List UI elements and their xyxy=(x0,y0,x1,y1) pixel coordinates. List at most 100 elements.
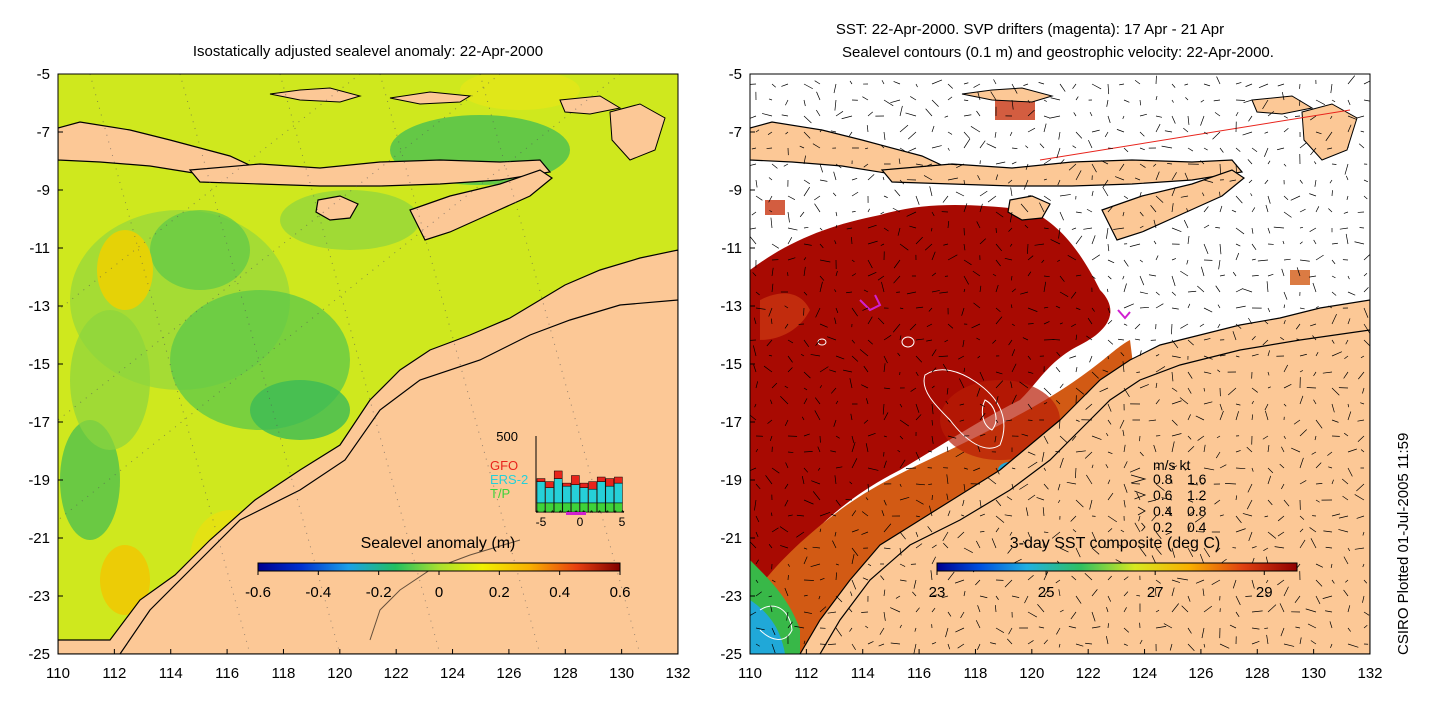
velocity-arrow xyxy=(1107,307,1111,313)
velocity-arrow xyxy=(1023,83,1029,86)
velocity-arrow xyxy=(819,606,827,613)
velocity-arrow xyxy=(1203,224,1210,229)
velocity-arrow xyxy=(819,528,822,533)
velocity-arrow xyxy=(880,243,885,246)
lon-tick-label: 120 xyxy=(327,665,352,682)
velocity-arrow xyxy=(899,243,909,251)
velocity-arrow xyxy=(1058,643,1061,648)
velocity-arrow xyxy=(1155,609,1160,613)
velocity-arrow xyxy=(1323,530,1333,533)
histogram-baseline-marker: * xyxy=(535,509,538,518)
velocity-arrow xyxy=(1091,275,1096,279)
velocity-arrow xyxy=(1299,370,1303,373)
velocity-arrow xyxy=(1055,305,1061,309)
velocity-arrow xyxy=(1027,371,1034,374)
colorbar-tick-label: 0 xyxy=(435,584,443,601)
velocity-arrow xyxy=(1009,211,1013,223)
velocity-arrow xyxy=(1004,514,1013,517)
velocity-arrow xyxy=(1039,202,1045,213)
histogram-ymax-label: 500 xyxy=(496,429,518,444)
velocity-arrow xyxy=(915,195,920,205)
velocity-arrow xyxy=(1027,403,1033,410)
velocity-arrow xyxy=(914,627,917,632)
velocity-arrow xyxy=(963,99,969,101)
velocity-arrow xyxy=(944,115,949,118)
velocity-arrow xyxy=(883,227,889,232)
velocity-arrow xyxy=(1235,323,1242,329)
velocity-arrow xyxy=(1251,414,1254,421)
lon-tick-label: 114 xyxy=(159,665,183,682)
velocity-arrow xyxy=(832,192,837,197)
velocity-arrow xyxy=(877,275,885,281)
velocity-arrow xyxy=(1007,638,1013,645)
velocity-arrow xyxy=(1291,447,1301,453)
velocity-arrow xyxy=(893,275,901,284)
velocity-arrow xyxy=(1248,179,1253,184)
velocity-arrow xyxy=(1039,143,1045,149)
velocity-arrow xyxy=(1171,187,1176,197)
velocity-arrow xyxy=(1267,160,1271,165)
velocity-arrow xyxy=(1139,259,1143,263)
velocity-arrow xyxy=(1356,515,1365,519)
velocity-arrow xyxy=(1283,643,1295,647)
velocity-arrow xyxy=(1314,435,1317,441)
velocity-arrow xyxy=(1155,255,1159,261)
velocity-arrow xyxy=(784,323,789,329)
velocity-arrow xyxy=(755,291,760,296)
velocity-arrow xyxy=(750,611,757,616)
velocity-arrow xyxy=(1153,444,1157,453)
velocity-arrow xyxy=(755,381,759,389)
velocity-arrow xyxy=(1203,547,1211,558)
velocity-arrow xyxy=(1362,387,1365,394)
velocity-arrow xyxy=(995,380,1004,389)
velocity-arrow xyxy=(1277,515,1285,522)
velocity-arrow xyxy=(784,587,789,597)
velocity-arrow xyxy=(1155,171,1160,181)
velocity-key-ms: 0.2 xyxy=(1153,519,1173,535)
velocity-arrow xyxy=(963,203,968,213)
velocity-arrow xyxy=(1267,227,1271,234)
velocity-arrow xyxy=(1025,145,1029,149)
velocity-arrow xyxy=(1327,451,1333,456)
velocity-arrow xyxy=(915,483,925,486)
velocity-arrow xyxy=(1171,400,1182,405)
velocity-arrow xyxy=(1171,579,1181,583)
velocity-arrow xyxy=(1264,320,1269,325)
velocity-arrow xyxy=(1027,574,1034,581)
velocity-arrow xyxy=(851,191,859,197)
drifter-range-marker xyxy=(566,512,586,515)
velocity-arrow xyxy=(1056,627,1061,635)
velocity-arrow xyxy=(928,450,933,453)
velocity-arrow xyxy=(755,579,759,583)
velocity-arrow xyxy=(1187,499,1194,503)
velocity-arrow xyxy=(880,211,885,215)
velocity-arrow xyxy=(977,605,981,613)
velocity-arrow xyxy=(1075,595,1082,604)
velocity-arrow xyxy=(1085,642,1093,645)
velocity-arrow xyxy=(771,283,774,293)
velocity-arrow xyxy=(976,540,981,549)
velocity-arrow xyxy=(835,563,839,566)
velocity-arrow xyxy=(1075,467,1077,479)
velocity-arrow xyxy=(1315,306,1319,309)
velocity-key: m/s kt 0.8 1.60.6 1.20.4 0.80.2 0.4 xyxy=(1130,457,1207,535)
velocity-arrow xyxy=(818,595,821,600)
velocity-arrow xyxy=(835,595,843,603)
velocity-arrow xyxy=(1329,179,1333,184)
velocity-arrow xyxy=(1274,546,1285,549)
velocity-arrow xyxy=(1041,259,1045,263)
velocity-arrow xyxy=(1202,192,1205,197)
velocity-arrow xyxy=(899,307,904,310)
velocity-arrow xyxy=(1347,605,1351,613)
velocity-arrow xyxy=(1027,531,1031,537)
velocity-arrow xyxy=(1310,538,1317,549)
velocity-arrow xyxy=(1027,127,1036,133)
velocity-arrow xyxy=(810,354,821,357)
velocity-arrow xyxy=(1123,195,1129,199)
velocity-arrow xyxy=(1043,306,1049,309)
velocity-arrow xyxy=(1086,208,1093,213)
lon-tick-label: 116 xyxy=(907,665,931,682)
velocity-arrow xyxy=(931,99,939,107)
velocity-arrow xyxy=(849,80,853,85)
